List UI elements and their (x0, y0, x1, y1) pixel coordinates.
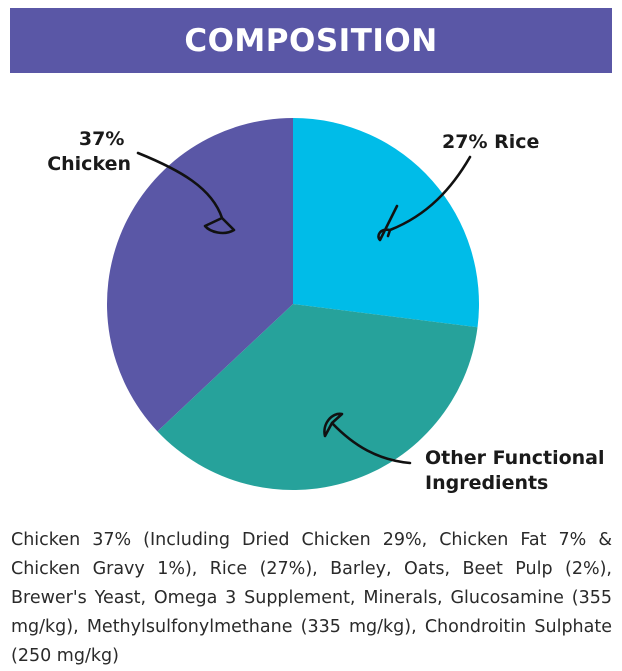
chicken-label-line-2: Chicken (47, 153, 131, 175)
chicken-label-line-1: 37% (79, 128, 124, 150)
pie-slice-chicken (107, 118, 293, 432)
other-ingredients-label: Other Functional Ingredients (425, 447, 611, 494)
pie-slice-rice (293, 118, 479, 328)
page-title: COMPOSITION (184, 22, 438, 59)
rice-arrow (377, 155, 472, 242)
pie-slices (107, 118, 479, 491)
composition-pie-chart: 37% Chicken 27% Rice Other Functional In… (47, 118, 611, 494)
other-ingredients-label-line-2: Ingredients (425, 472, 548, 494)
rice-label-line-1: 27% Rice (442, 131, 539, 153)
chicken-arrow (136, 151, 236, 235)
ingredients-description: Chicken 37% (Including Dried Chicken 29%… (11, 530, 612, 666)
rice-label: 27% Rice (442, 131, 539, 153)
chicken-label: 37% Chicken (47, 128, 131, 175)
composition-header: COMPOSITION (10, 8, 612, 73)
pie-slice-other-functional-ingredients (157, 304, 478, 491)
other-ingredients-arrow (323, 412, 412, 465)
other-ingredients-label-line-1: Other Functional (425, 447, 605, 469)
